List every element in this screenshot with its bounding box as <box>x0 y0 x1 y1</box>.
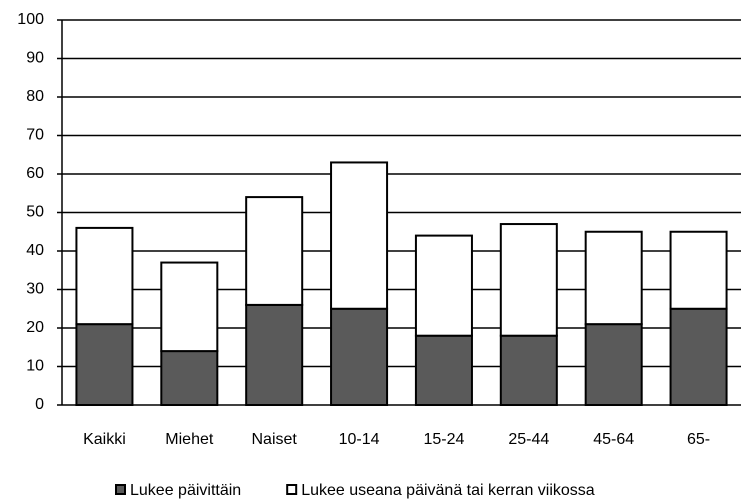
bar-segment <box>499 223 558 337</box>
bar-segment <box>584 323 643 406</box>
bar-segment <box>75 323 134 406</box>
bar-segment <box>669 307 728 406</box>
x-tick-label: 45-64 <box>593 431 634 448</box>
bar-segment <box>499 334 558 407</box>
legend-swatch <box>286 484 298 495</box>
x-tick-label: 25-44 <box>508 431 549 448</box>
x-tick-label: Naiset <box>252 431 298 448</box>
legend-label: Lukee päivittäin <box>130 482 241 499</box>
bar-segment <box>584 230 643 326</box>
y-tick-label: 0 <box>35 396 44 413</box>
legend-label: Lukee useana päivänä tai kerran viikossa <box>301 482 595 499</box>
x-tick-label: 10-14 <box>339 431 380 448</box>
bar-segment <box>330 161 389 310</box>
bar-segment <box>330 307 389 406</box>
bar-segment <box>160 350 219 407</box>
bar-segment <box>414 234 473 337</box>
legend-swatch <box>115 484 126 495</box>
y-tick-label: 20 <box>26 319 44 336</box>
y-tick-label: 100 <box>17 11 44 28</box>
bar-segment <box>160 261 219 353</box>
y-tick-label: 60 <box>26 165 44 182</box>
bar-segment <box>414 334 473 407</box>
y-tick-label: 90 <box>26 50 44 67</box>
y-tick-label: 30 <box>26 281 44 298</box>
bar-segment <box>245 196 304 306</box>
y-tick-label: 70 <box>26 127 44 144</box>
x-tick-label: 15-24 <box>423 431 464 448</box>
bar-segment <box>245 303 304 406</box>
bar-segment <box>75 226 134 326</box>
x-tick-label: Miehet <box>165 431 214 448</box>
y-tick-label: 80 <box>26 88 44 105</box>
y-tick-label: 40 <box>26 242 44 259</box>
bar-segment <box>669 230 728 310</box>
y-tick-label: 10 <box>26 358 44 375</box>
y-tick-label: 50 <box>26 204 44 221</box>
x-tick-label: 65- <box>687 431 710 448</box>
x-tick-label: Kaikki <box>83 431 126 448</box>
